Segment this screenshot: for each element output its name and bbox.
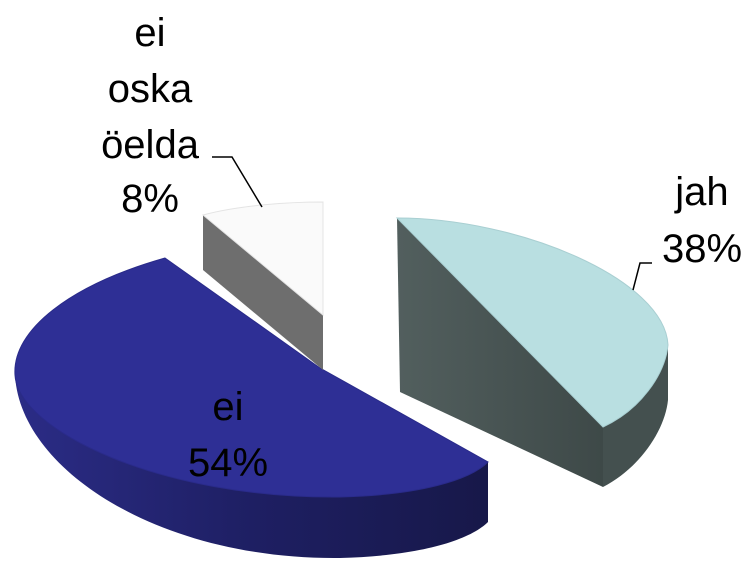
label-eioo-value: 8%: [121, 177, 179, 221]
slice-jah-wall: [603, 345, 668, 487]
label-ei: ei 54%: [188, 385, 268, 485]
slice-ei-oska-oelda: [201, 201, 324, 370]
label-eioo-line-1: ei: [134, 11, 165, 55]
leader-line-jah: [632, 262, 652, 291]
label-ei-oska-oelda: ei oska öelda 8%: [101, 11, 200, 221]
slice-ei: [14, 257, 489, 559]
slice-eioo-cut-face: [203, 215, 323, 370]
slice-jah-cut-face: [397, 218, 603, 487]
slice-ei-wall: [15, 375, 488, 559]
leader-line-ei-oska-oelda: [212, 156, 263, 208]
label-ei-value: 54%: [188, 441, 268, 485]
slice-jah-top: [395, 217, 669, 428]
label-ei-name: ei: [212, 385, 243, 429]
label-eioo-line-3: öelda: [101, 123, 200, 167]
label-eioo-line-2: oska: [108, 67, 193, 111]
label-jah-value: 38%: [662, 227, 742, 271]
slice-eioo-top: [201, 201, 324, 317]
slice-jah: [395, 217, 669, 487]
label-jah: jah 38%: [662, 170, 742, 271]
slice-ei-top: [14, 257, 489, 498]
label-jah-name: jah: [674, 170, 728, 214]
